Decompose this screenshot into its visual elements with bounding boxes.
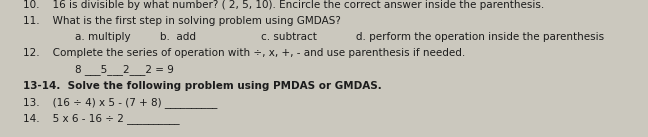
- Text: 11.    What is the first step in solving problem using GMDAS?: 11. What is the first step in solving pr…: [23, 16, 341, 26]
- Text: 13-14.  Solve the following problem using PMDAS or GMDAS.: 13-14. Solve the following problem using…: [23, 81, 382, 91]
- Text: 10.    16 is divisible by what number? ( 2, 5, 10). Encircle the correct answer : 10. 16 is divisible by what number? ( 2,…: [23, 0, 544, 10]
- Text: 13.    (16 ÷ 4) x 5 - (7 + 8) __________: 13. (16 ÷ 4) x 5 - (7 + 8) __________: [23, 97, 217, 108]
- Text: 12.    Complete the series of operation with ÷, x, +, - and use parenthesis if n: 12. Complete the series of operation wit…: [23, 48, 465, 58]
- Text: 14.    5 x 6 - 16 ÷ 2 __________: 14. 5 x 6 - 16 ÷ 2 __________: [23, 113, 179, 124]
- Text: 8 ___5___2___2 = 9: 8 ___5___2___2 = 9: [75, 65, 174, 75]
- Text: a. multiply         b.  add                    c. subtract            d. perform: a. multiply b. add c. subtract d. perfor…: [75, 32, 604, 42]
